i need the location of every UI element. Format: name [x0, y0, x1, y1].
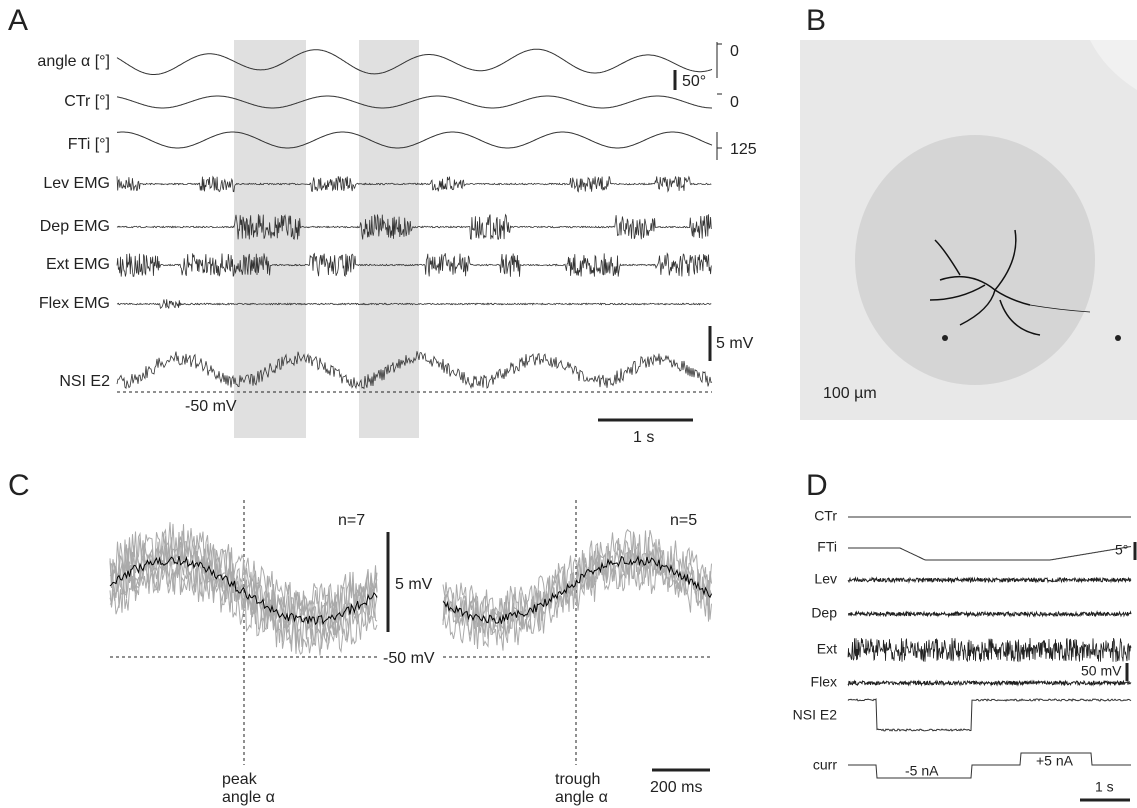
trace — [109, 555, 378, 626]
trace-label: Ext EMG — [46, 256, 110, 273]
ganglion — [855, 135, 1095, 385]
panel-label: D — [806, 469, 828, 502]
event-label: peak — [222, 771, 258, 788]
trace — [847, 637, 1132, 663]
trace — [848, 752, 1131, 779]
scale-label: 1 s — [633, 429, 654, 446]
trace — [847, 576, 1132, 584]
trace-label: Flex — [811, 674, 837, 690]
trace-label: curr — [813, 757, 837, 773]
trace-label: FTi [°] — [68, 136, 110, 153]
n-label: n=7 — [338, 512, 365, 529]
panel-label: C — [8, 469, 30, 502]
scale-label: 0 — [730, 43, 739, 60]
trace — [848, 610, 1132, 618]
trace — [116, 175, 712, 193]
scale-label: 5° — [1115, 542, 1128, 558]
neuron — [929, 229, 1091, 336]
trace — [116, 131, 713, 149]
panel-label: A — [8, 4, 28, 37]
scale-label: -50 mV — [185, 398, 237, 415]
trace — [109, 528, 378, 624]
trace — [116, 95, 712, 109]
trace-label: Ext — [817, 641, 837, 657]
scale-label: 0 — [730, 94, 739, 111]
panel-label: B — [806, 4, 826, 37]
event-label: angle α — [555, 789, 608, 806]
scale-label: 100 µm — [823, 385, 877, 402]
traces — [109, 48, 1132, 779]
scale-label: 5 mV — [395, 576, 433, 593]
trace — [442, 555, 712, 624]
trace-label: Dep — [811, 605, 837, 621]
trace-label: NSI E2 — [59, 373, 110, 390]
trace — [848, 546, 1132, 561]
trace-label: CTr — [814, 508, 837, 524]
n-label: n=5 — [670, 512, 697, 529]
trace — [116, 48, 713, 75]
trace-label: FTi — [817, 539, 837, 555]
trace-label: CTr [°] — [64, 93, 110, 110]
trace — [847, 679, 1132, 687]
scale-label: 5 mV — [716, 335, 754, 352]
trace — [847, 698, 1132, 732]
shade — [234, 40, 306, 438]
trace — [442, 551, 712, 651]
scale-label: 1 s — [1095, 779, 1114, 795]
ref-lines — [110, 500, 712, 765]
trace-label: angle α [°] — [37, 53, 110, 70]
trace-label: Flex EMG — [39, 295, 110, 312]
labels: A angle α [°] CTr [°] FTi [°] Lev EMG De… — [8, 4, 1128, 806]
trace — [116, 252, 712, 277]
trace — [109, 560, 378, 656]
trace-label: Lev — [814, 571, 837, 587]
trace-label: Dep EMG — [40, 218, 110, 235]
scale-label: 125 — [730, 141, 757, 158]
trace-label: Lev EMG — [43, 175, 110, 192]
scale-label: 50° — [682, 73, 706, 90]
trace-label: NSI E2 — [793, 707, 838, 723]
scale-label: 200 ms — [650, 779, 702, 796]
event-label: trough — [555, 771, 600, 788]
trace — [116, 213, 712, 240]
scale-label: 50 mV — [1081, 663, 1122, 679]
trace — [116, 299, 712, 309]
scale-label: -50 mV — [383, 650, 435, 667]
layout — [110, 40, 1137, 802]
trace — [116, 351, 713, 390]
scale-label: +5 nA — [1036, 753, 1074, 769]
scale-label: -5 nA — [905, 763, 939, 779]
event-label: angle α — [222, 789, 275, 806]
